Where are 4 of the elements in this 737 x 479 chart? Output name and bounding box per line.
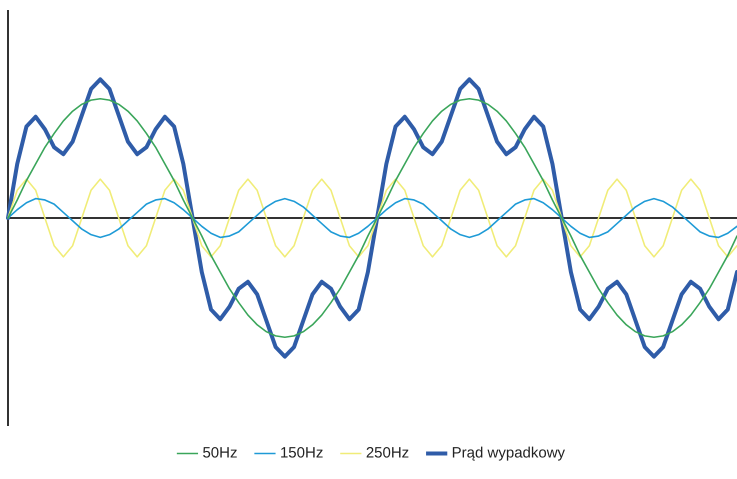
legend-label: 50Hz [202,444,238,462]
legend-label: 150Hz [280,444,324,462]
legend-label: 250Hz [366,444,410,462]
legend-label: Prąd wypadkowy [452,444,566,462]
